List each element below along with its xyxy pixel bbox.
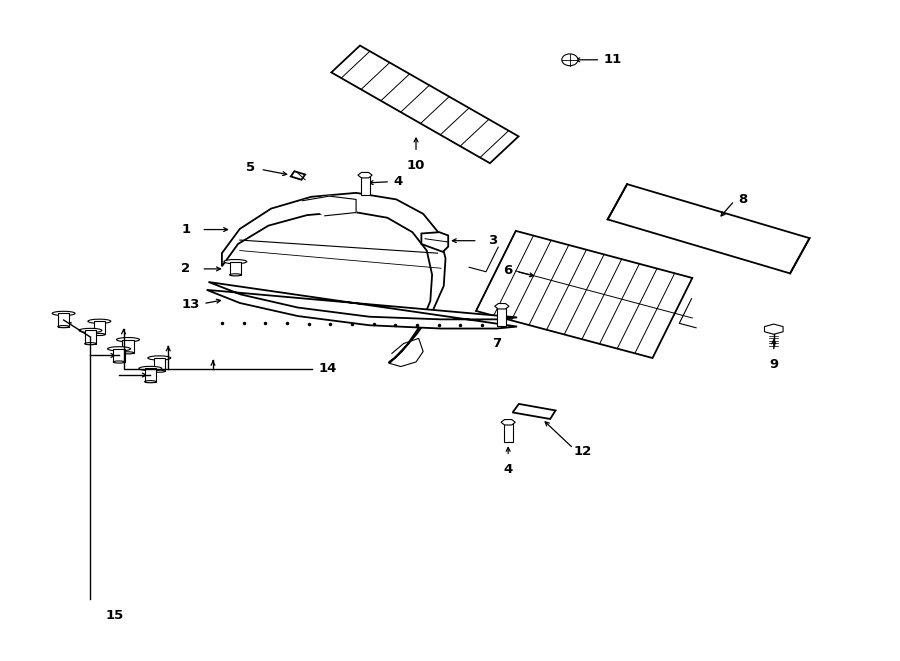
FancyBboxPatch shape [504,422,513,442]
Ellipse shape [154,370,165,372]
Ellipse shape [52,311,75,315]
Ellipse shape [117,338,140,342]
Ellipse shape [230,274,241,276]
Text: 14: 14 [319,362,337,375]
Ellipse shape [113,361,125,363]
Polygon shape [94,321,105,334]
Polygon shape [495,303,509,309]
Ellipse shape [145,381,156,383]
Text: 9: 9 [770,358,778,371]
Ellipse shape [148,356,171,360]
Polygon shape [145,368,156,381]
Polygon shape [513,404,555,419]
Polygon shape [154,358,165,371]
Text: 8: 8 [738,193,747,206]
Text: 5: 5 [246,161,255,175]
Polygon shape [302,196,356,215]
Text: 10: 10 [407,159,425,172]
Ellipse shape [224,260,247,264]
Ellipse shape [85,342,96,344]
Polygon shape [608,184,809,274]
Polygon shape [222,193,446,364]
Polygon shape [85,330,96,344]
Polygon shape [476,231,692,358]
Polygon shape [501,420,516,425]
Polygon shape [331,46,518,163]
Ellipse shape [122,352,134,354]
Polygon shape [122,340,134,353]
Text: 1: 1 [182,223,191,236]
Text: 6: 6 [503,264,513,277]
Polygon shape [113,349,125,362]
Polygon shape [358,173,373,178]
Text: 4: 4 [503,463,513,476]
Text: 2: 2 [182,262,191,276]
FancyBboxPatch shape [498,306,507,326]
Text: 13: 13 [181,298,200,311]
Ellipse shape [94,333,105,336]
FancyBboxPatch shape [361,175,370,195]
Polygon shape [207,282,518,329]
Ellipse shape [88,319,111,323]
Polygon shape [291,171,305,180]
Ellipse shape [58,326,69,328]
Text: 3: 3 [489,234,498,247]
Ellipse shape [139,366,162,371]
Circle shape [562,54,578,65]
Text: 7: 7 [492,337,501,350]
Polygon shape [764,324,783,334]
Text: 11: 11 [604,54,622,66]
Polygon shape [58,313,69,327]
Text: 12: 12 [573,445,591,457]
Text: 4: 4 [393,175,403,188]
Ellipse shape [79,329,102,332]
Polygon shape [230,262,241,275]
Polygon shape [421,232,448,252]
Ellipse shape [108,347,130,351]
Text: 15: 15 [105,609,123,622]
